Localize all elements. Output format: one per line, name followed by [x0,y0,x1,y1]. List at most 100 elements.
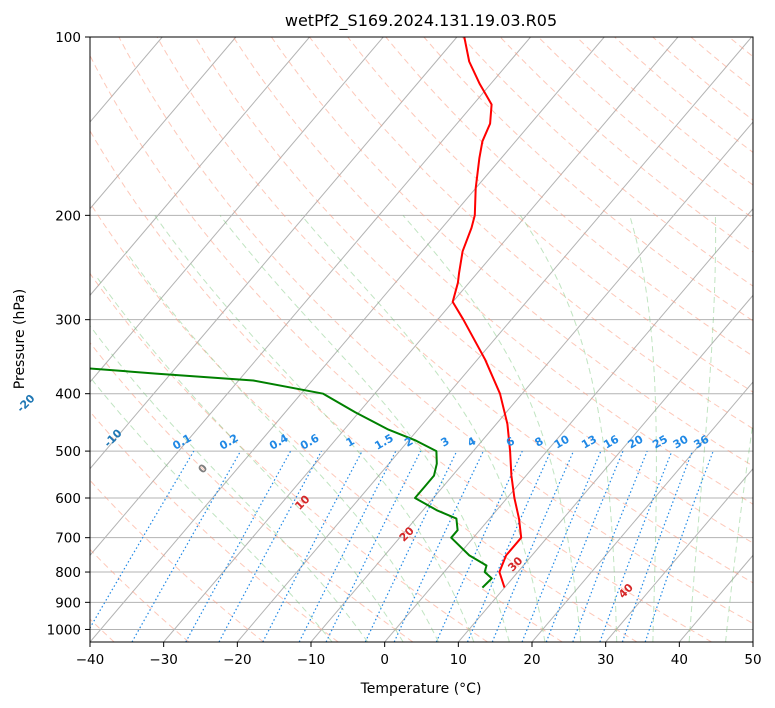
chart-title: wetPf2_S169.2024.131.19.03.R05 [285,11,557,31]
mixing-ratio-label: 30 [671,432,691,451]
x-axis-title: Temperature (°C) [360,681,482,697]
x-tick-label: 30 [597,652,614,668]
mixing-ratio-line [644,450,714,642]
mixing-ratio-line [325,450,422,642]
moist-adiabat-line [629,215,657,642]
dry-adiabat-line [232,37,753,505]
mixing-ratio-label: 0.6 [298,431,322,452]
mixing-ratio-label: 25 [650,433,670,452]
y-tick-label: 600 [55,491,81,507]
isotherm-line [605,467,753,642]
y-tick-label: 300 [55,313,81,329]
dry-adiabat-line [767,37,775,642]
moist-adiabat-line [688,215,717,642]
mixing-ratio-label: 36 [692,432,712,451]
mixing-ratio-line [185,450,292,642]
dry-adiabat-line [90,410,339,642]
plot-series [90,37,523,589]
y-axis: 100 200 300 400 500 600 700 800 900 1000 [47,30,90,638]
isotherm-line [457,294,753,642]
dry-adiabat-label: 30 [505,554,525,574]
mixing-ratio-line [298,450,397,642]
dry-adiabat-line [156,37,753,584]
y-tick-label: 800 [55,565,81,581]
isotherm-line [531,381,753,642]
plot-frame [89,36,754,643]
moist-adiabat-line [90,376,333,642]
dry-adiabat-line [90,479,264,642]
x-tick-label: 20 [523,652,540,668]
x-tick-label: −10 [297,652,326,668]
dry-adiabat-line [90,129,638,642]
isotherm-line [678,554,753,642]
moist-adiabat-line [96,277,404,642]
dry-adiabat-line [90,341,414,642]
dry-adiabat-label: 10 [292,492,312,512]
mixing-ratio-label: 1 [344,435,357,450]
isotherm-line [90,37,310,297]
x-tick-label: 40 [671,652,688,668]
y-tick-label: 200 [55,208,81,224]
mixing-ratio-line [131,450,242,642]
temperature-profile-line [451,37,523,588]
dewpoint-profile-line [90,367,493,589]
mixing-ratio-line [466,450,552,642]
plot-background [90,37,775,642]
y-tick-label: 400 [55,387,81,403]
dry-adiabat-line [423,37,753,322]
moist-adiabat-line [519,215,618,642]
x-tick-label: 50 [744,652,761,668]
mixing-ratio-label: 20 [626,432,646,451]
y-tick-label: 100 [55,30,81,46]
dry-adiabat-line [90,54,712,642]
dry-adiabat-label: 20 [397,524,417,544]
moist-adiabat-line [154,215,475,642]
mixing-ratio-line [393,450,484,642]
dry-adiabat-line [270,37,753,467]
x-axis: −40 −30 −20 −10 0 10 20 30 40 50 [76,642,762,668]
isotherm-line [310,121,753,642]
mixing-ratio-line [599,450,673,642]
mixing-ratio-line [262,450,363,642]
y-tick-label: 500 [55,444,81,460]
y-tick-label: 1000 [47,622,81,638]
dry-adiabat-line [652,37,753,121]
dry-adiabat-line [309,37,753,430]
dry-adiabat-line [461,37,753,287]
isotherm-line [163,37,679,642]
mixing-ratio-line [218,450,323,642]
dry-adiabat-line [90,272,488,642]
mixing-ratio-line [491,450,575,642]
mixing-ratio-line [364,450,458,642]
isotherm-line [90,37,237,210]
mixing-ratio-label: 3 [438,435,451,450]
mixing-ratio-label: 1.5 [372,432,395,453]
mixing-ratio-line [90,450,195,630]
dry-adiabat-label: -20 [14,392,37,415]
mixing-ratio-label: 0.2 [217,432,240,453]
y-tick-label: 900 [55,595,81,611]
isotherm-line [384,207,753,642]
mixing-ratio-label: 6 [504,434,517,449]
dry-adiabat-line [690,37,753,89]
mixing-ratio-line [621,450,693,642]
isotherm-line [90,37,531,557]
x-tick-label: −20 [223,652,252,668]
isotherm-line [236,37,752,642]
x-tick-label: 10 [450,652,467,668]
mixing-ratio-line [435,450,523,642]
dry-adiabat-label: 40 [616,581,636,601]
plot-annotations: 0.10.20.40.611.52346810131620253036-100-… [14,392,712,601]
mixing-ratio-label: 8 [532,435,545,450]
x-tick-label: −40 [76,652,105,668]
moist-adiabat-line [725,418,753,642]
dry-adiabat-line [194,37,753,544]
dry-adiabat-label: -10 [101,426,124,449]
dry-adiabat-line [537,37,753,219]
isotherm-line [752,641,753,642]
dry-adiabat-line [90,548,190,642]
isotherm-line [90,37,605,642]
moist-adiabat-line [219,214,510,642]
dry-adiabat-line [499,37,753,253]
